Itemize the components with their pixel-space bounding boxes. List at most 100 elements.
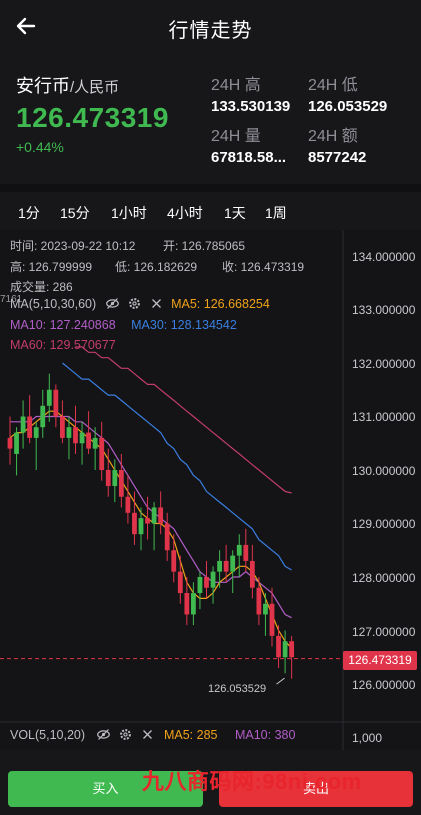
candle-body — [86, 432, 91, 449]
axis-label-133: 133.000000 — [352, 303, 416, 317]
candle-body — [132, 512, 137, 535]
buy-button[interactable]: 买入 — [8, 771, 203, 807]
ma60-value: MA60: 129.570677 — [10, 338, 116, 352]
candle-body — [151, 507, 157, 524]
app-header: 行情走势 — [0, 0, 421, 52]
info-open: 开: 126.785065 — [163, 239, 246, 253]
vol-group-label: VOL(5,10,20) — [10, 728, 86, 742]
eye-icon[interactable] — [105, 297, 119, 310]
last-price: 126.473319 — [16, 102, 169, 133]
axis-label-vol: 1,000 — [352, 731, 383, 745]
info-close: 收: 126.473319 — [222, 260, 305, 274]
page-title: 行情走势 — [168, 20, 253, 42]
candle-body — [184, 593, 190, 615]
candle-body — [145, 518, 150, 524]
axis-label-126: 126.000000 — [352, 678, 416, 692]
close-icon[interactable] — [142, 729, 153, 740]
ma-group-label: MA(5,10,30,60) — [10, 297, 97, 311]
candle-body — [282, 641, 288, 658]
candle-body — [105, 470, 111, 487]
market-summary: 安行币/人民币 126.473319 +0.44% 24H 高 24H 低 13… — [0, 60, 421, 180]
axis-label-132: 132.000000 — [352, 357, 416, 371]
volume-label: 24H 量 — [211, 128, 261, 145]
candle-body — [177, 571, 183, 594]
gear-icon[interactable] — [119, 728, 132, 741]
ma10-value: MA10: 127.240868 — [10, 318, 116, 332]
tab-15m[interactable]: 15分 — [60, 205, 90, 221]
amount-label: 24H 额 — [308, 128, 358, 145]
candle-body — [20, 416, 26, 433]
tab-1w[interactable]: 1周 — [265, 205, 287, 221]
candle-body — [46, 389, 52, 406]
tab-4h[interactable]: 4小时 — [167, 205, 203, 221]
price-change: +0.44% — [16, 139, 64, 155]
candle-body — [53, 389, 59, 417]
amount-value: 8577242 — [308, 149, 367, 166]
candle-body — [118, 470, 124, 497]
candle-body — [236, 544, 242, 556]
low-label: 24H 低 — [308, 77, 358, 94]
high-value: 133.530139 — [211, 98, 291, 115]
tab-1m[interactable]: 1分 — [18, 205, 40, 221]
pair-base: 安行币 — [16, 76, 70, 96]
ma30-value: MA30: 128.134542 — [131, 318, 237, 332]
candle-body — [158, 507, 164, 524]
axis-label-134: 134.000000 — [352, 250, 416, 264]
arrow-left-icon[interactable] — [14, 14, 38, 38]
axis-label-129: 129.000000 — [352, 517, 416, 531]
candle-body — [138, 518, 144, 535]
candle-body — [164, 523, 170, 551]
candle-body — [171, 550, 177, 572]
vol-ma10-value: MA10: 380 — [234, 728, 296, 742]
candle-body — [249, 560, 255, 588]
candle-body — [60, 416, 65, 438]
current-price-tag: 126.473319 — [343, 651, 417, 670]
clipped-label: 7161 — [0, 294, 23, 305]
candle-body — [210, 571, 216, 588]
candle-body — [197, 577, 203, 594]
tab-1d[interactable]: 1天 — [224, 205, 246, 221]
ma-legend-row-3: MA60: 129.570677 — [10, 338, 122, 352]
ma5-line — [9, 410, 293, 649]
candle-body — [73, 427, 78, 444]
ma5-value: MA5: 126.668254 — [171, 297, 270, 311]
eye-icon[interactable] — [96, 728, 110, 741]
section-divider — [0, 184, 421, 192]
candle-body — [289, 641, 295, 658]
candle-body — [27, 416, 33, 438]
candle-body — [125, 496, 131, 513]
timeframe-tabs: 1分 15分 1小时 4小时 1天 1周 — [0, 196, 421, 228]
low-value: 126.053529 — [308, 98, 388, 115]
close-icon[interactable] — [151, 298, 162, 309]
info-low: 低: 126.182629 — [115, 260, 198, 274]
volume-legend-row: VOL(5,10,20) MA5: 285 MA10: 380 — [10, 728, 295, 742]
gear-icon[interactable] — [128, 297, 141, 310]
ma10-line — [10, 415, 292, 619]
candle-body — [66, 427, 72, 438]
tab-1h[interactable]: 1小时 — [111, 205, 147, 221]
candle-body — [223, 560, 229, 572]
volume-value: 67818.58... — [211, 149, 287, 166]
ma-legend-row-1: MA(5,10,30,60) MA5: 126.668254 — [10, 297, 276, 311]
candle-body — [276, 635, 281, 658]
info-volume: 成交量: 286 — [10, 280, 73, 294]
candle-body — [256, 587, 262, 615]
candle-body — [92, 437, 98, 449]
axis-label-127: 127.000000 — [352, 625, 416, 639]
candle-body — [14, 432, 19, 454]
info-high: 高: 126.799999 — [10, 260, 93, 274]
candle-body — [217, 560, 222, 572]
candle-body — [33, 427, 39, 438]
high-label: 24H 高 — [211, 77, 261, 94]
sell-button[interactable]: 卖出 — [219, 771, 413, 807]
trading-pair: 安行币/人民币 — [16, 72, 119, 98]
candle-body — [112, 470, 118, 487]
candle-body — [99, 437, 105, 470]
candle-body — [191, 593, 196, 615]
info-time: 时间: 2023-09-22 10:12 — [10, 239, 136, 253]
ma30-line — [62, 362, 292, 571]
kline-svg — [0, 230, 421, 750]
candle-body — [243, 544, 249, 561]
watermark-text: 九八商码网:98ni.com — [142, 769, 362, 794]
vol-ma5-value: MA5: 285 — [163, 728, 218, 742]
